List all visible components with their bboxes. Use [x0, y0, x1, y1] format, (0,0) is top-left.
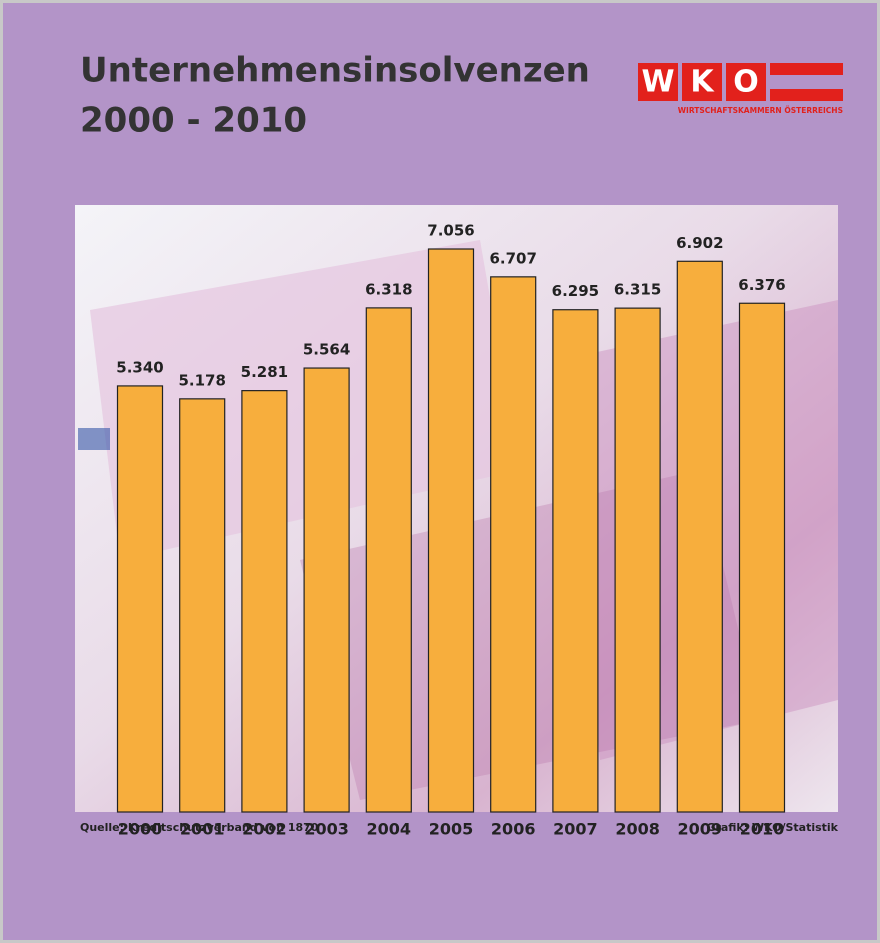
x-tick-label: 2009: [678, 820, 723, 839]
title-line: Unternehmensinsolvenzen: [80, 51, 590, 91]
bar: [615, 308, 660, 812]
value-label: 6.902: [676, 234, 723, 252]
bar: [242, 391, 287, 812]
value-label: 5.178: [178, 371, 225, 389]
x-tick-label: 2006: [491, 820, 536, 839]
value-label: 6.318: [365, 280, 412, 298]
x-tick-label: 2008: [615, 820, 660, 839]
logo-tagline: WIRTSCHAFTSKAMMERN ÖSTERREICHS: [678, 106, 843, 115]
bar: [553, 310, 598, 812]
bar: [491, 277, 536, 812]
infographic: Unternehmensinsolvenzen 2000 - 2010 W K …: [0, 0, 880, 943]
bar: [429, 249, 474, 812]
bar: [366, 308, 411, 812]
x-tick-label: 2010: [740, 820, 785, 839]
value-label: 5.564: [303, 341, 350, 359]
x-tick-label: 2000: [118, 820, 163, 839]
x-tick-label: 2002: [242, 820, 287, 839]
value-label: 5.281: [241, 363, 288, 381]
value-label: 6.376: [738, 276, 785, 294]
value-label: 6.295: [552, 282, 599, 300]
x-tick-label: 2001: [180, 820, 225, 839]
bar: [304, 368, 349, 812]
value-label: 6.707: [489, 249, 536, 267]
bar: [677, 261, 722, 812]
value-label: 7.056: [427, 222, 474, 240]
x-tick-label: 2007: [553, 820, 598, 839]
value-label: 5.340: [116, 358, 163, 376]
logo-letter: O: [733, 65, 759, 100]
bar: [180, 399, 225, 812]
logo-letter: W: [641, 65, 674, 100]
value-label: 6.315: [614, 281, 661, 299]
x-tick-label: 2004: [367, 820, 412, 839]
bar: [740, 303, 785, 812]
logo-letter: K: [690, 65, 715, 100]
x-tick-label: 2005: [429, 820, 474, 839]
x-tick-label: 2003: [304, 820, 349, 839]
bar: [118, 386, 163, 812]
title-line: 2000 - 2010: [80, 101, 307, 141]
